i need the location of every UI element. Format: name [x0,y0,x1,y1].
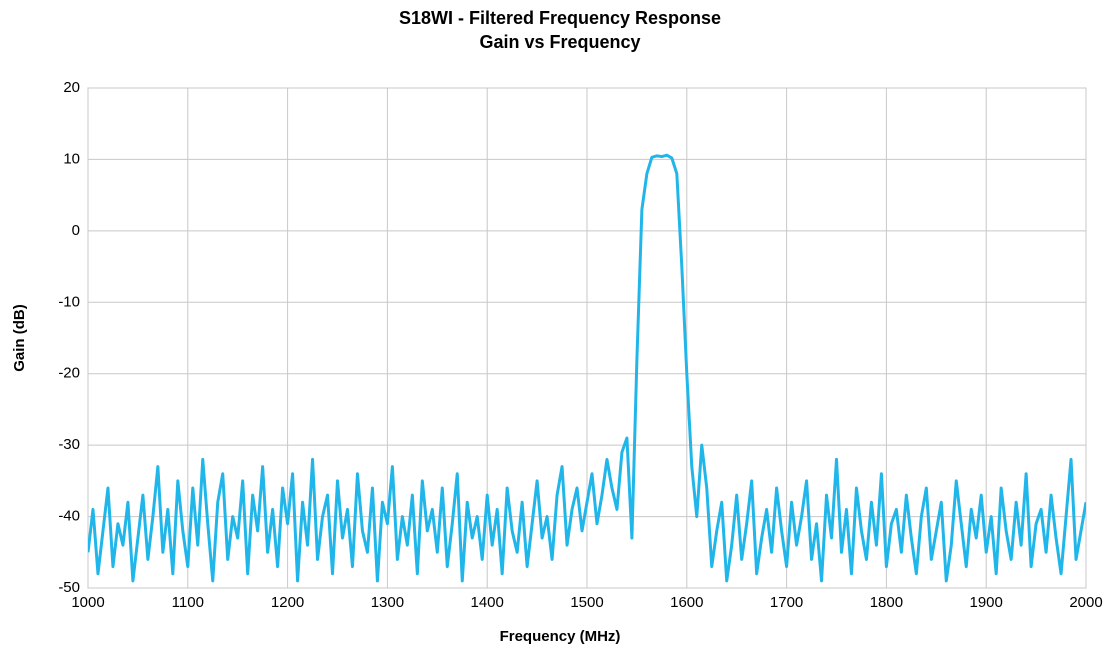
chart-title: S18WI - Filtered Frequency Response [399,8,721,28]
chart-subtitle: Gain vs Frequency [479,32,640,52]
y-tick-label: -10 [58,293,80,310]
y-tick-label: 0 [72,222,80,239]
y-axis-label: Gain (dB) [11,304,28,372]
x-tick-label: 1000 [71,594,104,611]
x-tick-label: 1200 [271,594,304,611]
x-tick-label: 1800 [870,594,903,611]
y-tick-label: -20 [58,365,80,382]
y-tick-label: -50 [58,579,80,596]
x-tick-label: 1900 [970,594,1003,611]
x-tick-label: 2000 [1069,594,1102,611]
x-tick-label: 1600 [670,594,703,611]
x-tick-label: 1300 [371,594,404,611]
y-tick-label: -30 [58,436,80,453]
x-tick-label: 1100 [172,594,204,611]
x-axis-label: Frequency (MHz) [500,628,621,645]
x-tick-label: 1700 [770,594,803,611]
x-tick-label: 1500 [570,594,603,611]
y-tick-label: 20 [63,79,80,96]
data-line [88,153,1086,583]
y-tick-label: -40 [58,508,80,525]
x-tick-label: 1400 [471,594,504,611]
y-tick-label: 10 [63,150,80,167]
